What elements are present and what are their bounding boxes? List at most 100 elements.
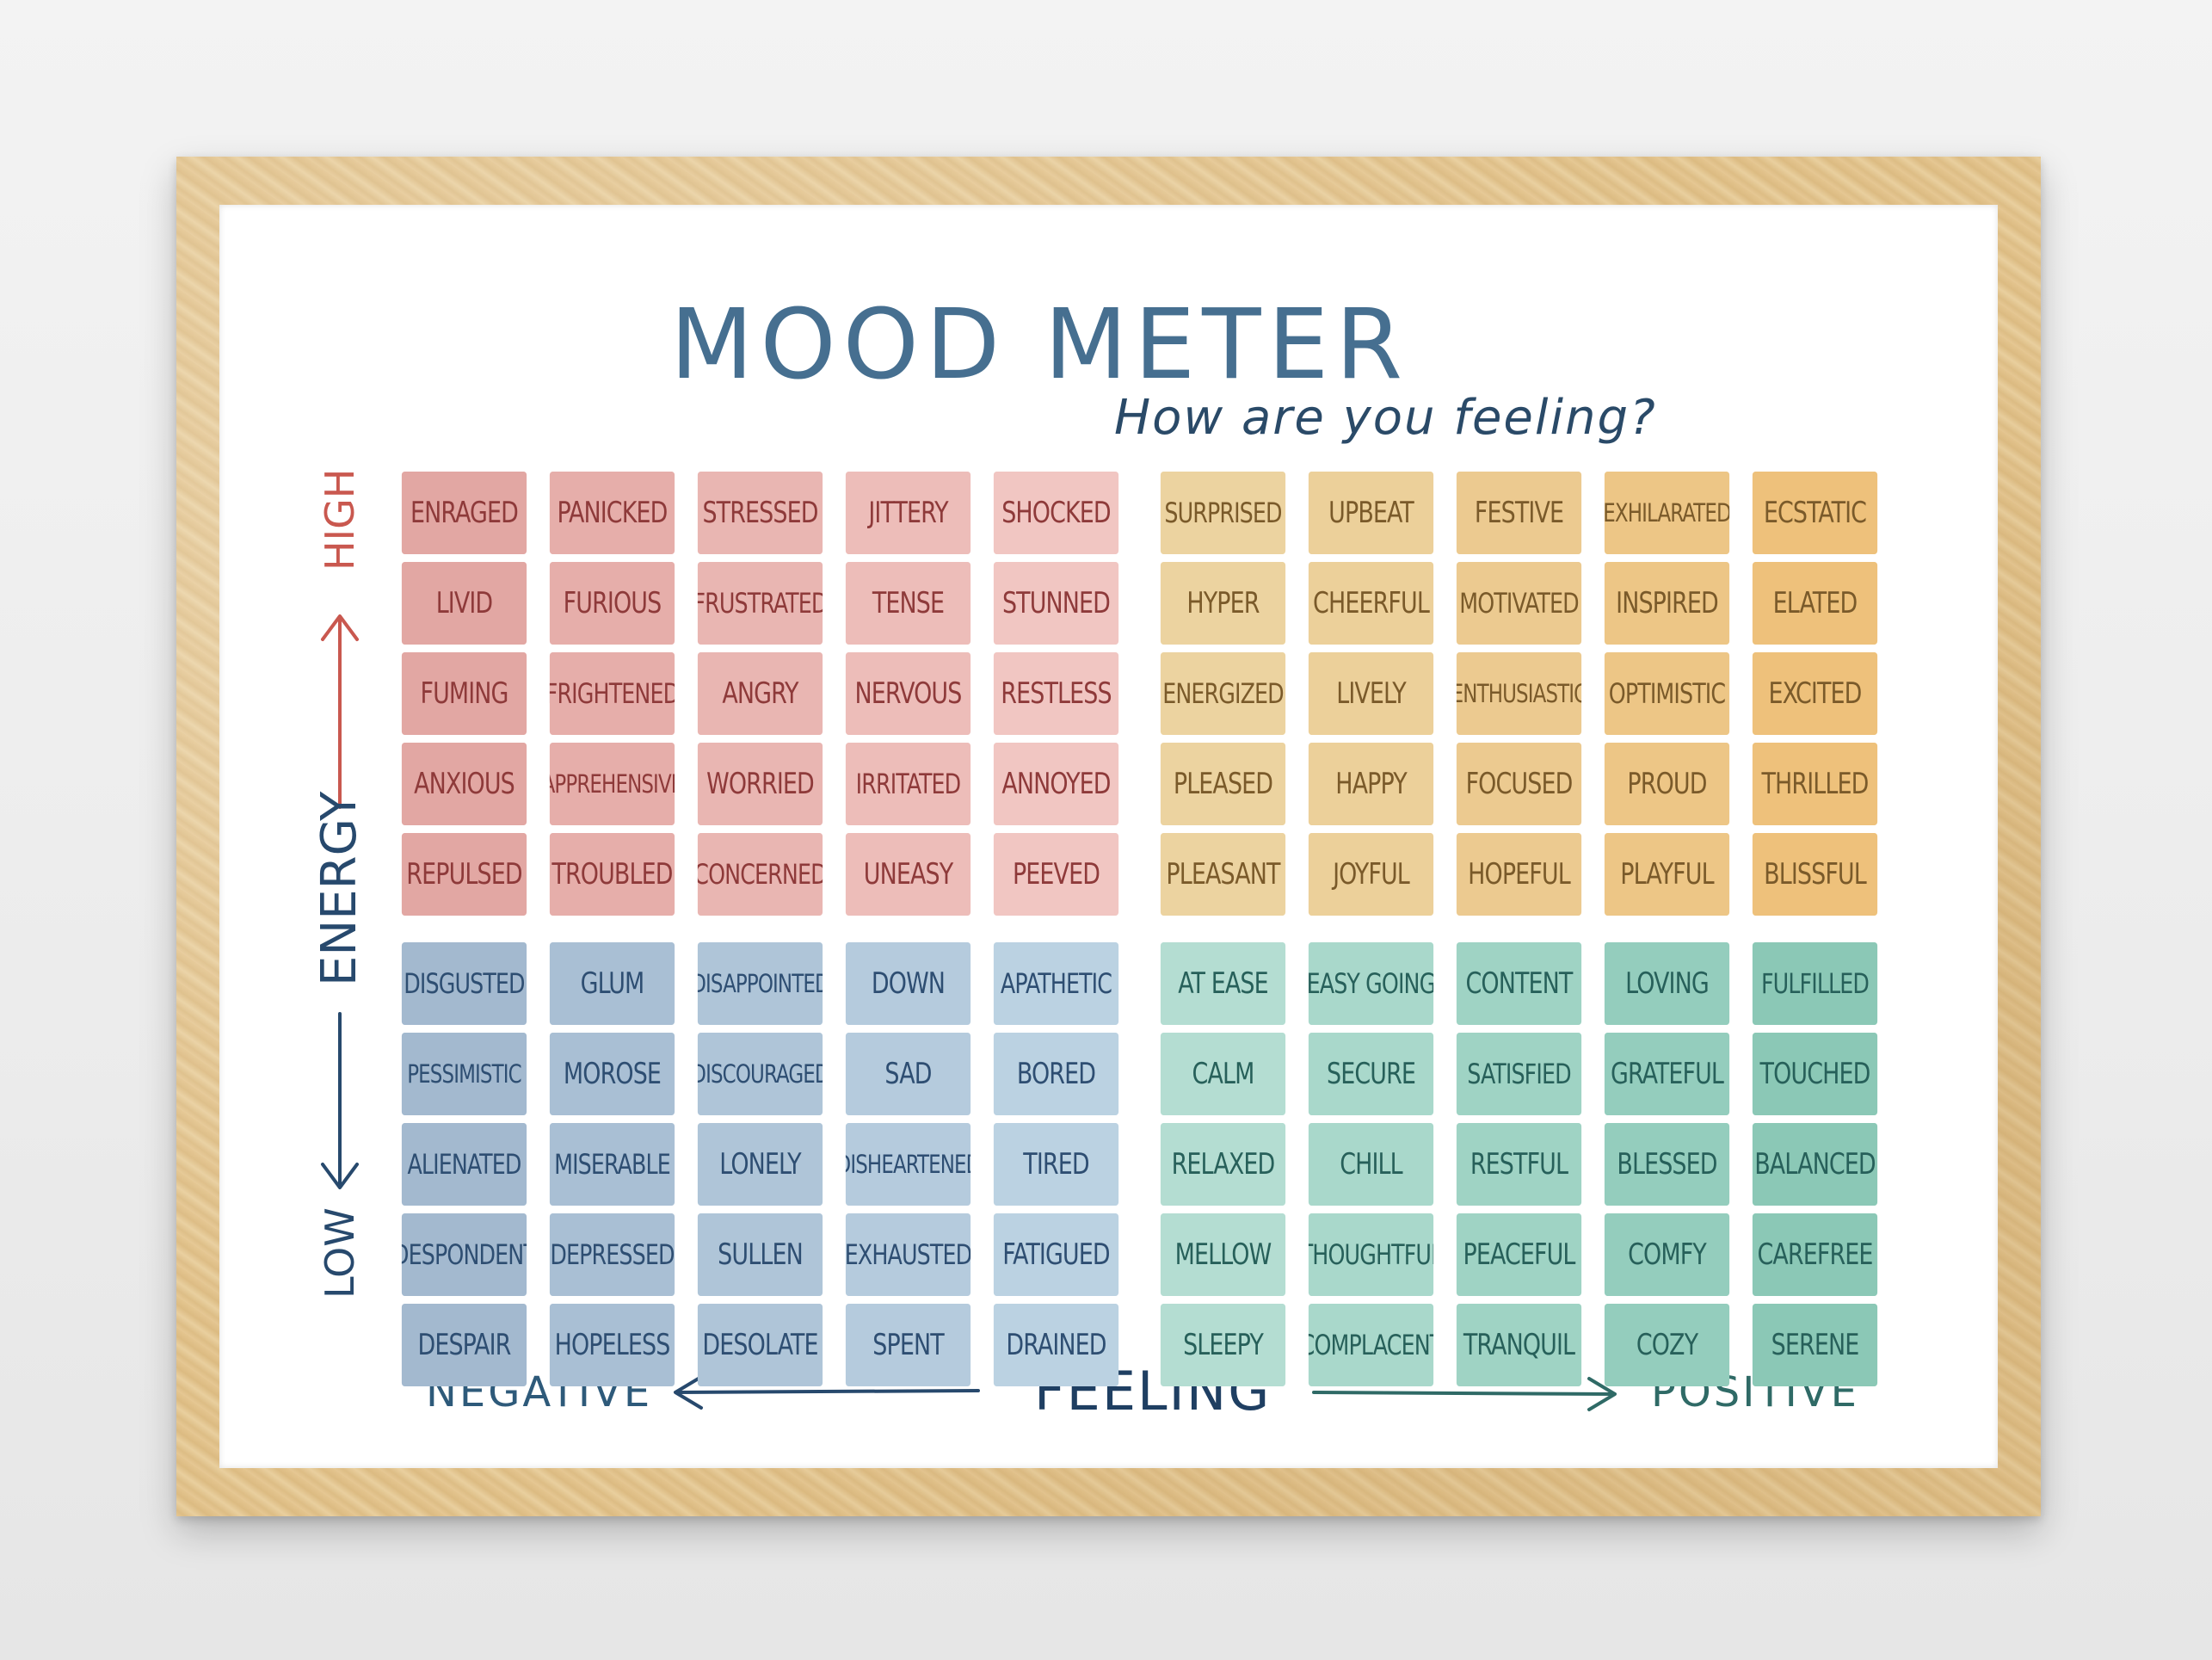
mood-cell: PLEASED <box>1160 743 1286 825</box>
axis-energy-label: ENERGY <box>311 791 367 986</box>
mood-cell: BLISSFUL <box>1752 833 1878 916</box>
mood-cell: WORRIED <box>697 743 823 825</box>
mood-cell: FOCUSED <box>1456 743 1582 825</box>
mood-cell: REPULSED <box>401 833 527 916</box>
feeling-left-arrow-head <box>674 1375 703 1410</box>
mood-cell: GLUM <box>549 942 675 1025</box>
mood-cell: ANNOYED <box>993 743 1119 825</box>
mood-cell: MOROSE <box>549 1033 675 1115</box>
energy-up-arrow-head <box>321 614 359 641</box>
mood-cell: TOUCHED <box>1752 1033 1878 1115</box>
picture-frame: MOOD METER How are you feeling? HIGH ENE… <box>176 157 2041 1516</box>
mood-cell: APPREHENSIVE <box>549 743 675 825</box>
mood-cell: SHOCKED <box>993 472 1119 554</box>
mood-cell: PLAYFUL <box>1604 833 1730 916</box>
mood-cell: LIVELY <box>1308 652 1434 735</box>
mood-cell: PEACEFUL <box>1456 1213 1582 1296</box>
mood-cell: SPENT <box>845 1304 971 1386</box>
mood-cell: RELAXED <box>1160 1123 1286 1206</box>
mood-cell: CONCERNED <box>697 833 823 916</box>
mood-cell: BLESSED <box>1604 1123 1730 1206</box>
mood-cell: PESSIMISTIC <box>401 1033 527 1115</box>
poster: MOOD METER How are you feeling? HIGH ENE… <box>219 205 1998 1468</box>
mood-cell: ANGRY <box>697 652 823 735</box>
mood-grid: ENRAGED PANICKED STRESSED JITTERY SHOCKED LIV… <box>393 472 1888 1386</box>
mood-cell: IRRITATED <box>845 743 971 825</box>
mood-cell: PLEASANT <box>1160 833 1286 916</box>
mood-cell: DISHEARTENED <box>845 1123 971 1206</box>
mood-cell: BORED <box>993 1033 1119 1115</box>
mood-cell: UNEASY <box>845 833 971 916</box>
mood-cell: LOVING <box>1604 942 1730 1025</box>
mood-cell: DESOLATE <box>697 1304 823 1386</box>
mood-cell: SULLEN <box>697 1213 823 1296</box>
poster-title: MOOD METER <box>669 289 1410 401</box>
mood-cell: STRESSED <box>697 472 823 554</box>
mood-cell: APATHETIC <box>993 942 1119 1025</box>
mood-cell: ECSTATIC <box>1752 472 1878 554</box>
mood-cell: BALANCED <box>1752 1123 1878 1206</box>
mood-cell: ENTHUSIASTIC <box>1456 652 1582 735</box>
mood-cell: PROUD <box>1604 743 1730 825</box>
mood-cell: JITTERY <box>845 472 971 554</box>
mood-cell: THRILLED <box>1752 743 1878 825</box>
mood-cell: HYPER <box>1160 562 1286 645</box>
mood-cell: MISERABLE <box>549 1123 675 1206</box>
mood-cell: FESTIVE <box>1456 472 1582 554</box>
mood-cell: MELLOW <box>1160 1213 1286 1296</box>
mood-cell: THOUGHTFUL <box>1308 1213 1434 1296</box>
mood-cell: PANICKED <box>549 472 675 554</box>
feeling-right-arrow-line <box>1312 1391 1615 1396</box>
mood-cell: MOTIVATED <box>1456 562 1582 645</box>
energy-down-arrow-head <box>321 1163 359 1189</box>
poster-subtitle: How are you feeling? <box>1114 390 1657 446</box>
mood-cell: FATIGUED <box>993 1213 1119 1296</box>
mood-cell: EASY GOING <box>1308 942 1434 1025</box>
axis-arrows <box>321 614 1617 1411</box>
mood-cell: JOYFUL <box>1308 833 1434 916</box>
mood-cell: DRAINED <box>993 1304 1119 1386</box>
mood-cell: DESPONDENT <box>401 1213 527 1296</box>
mood-cell: COMFY <box>1604 1213 1730 1296</box>
mood-cell: COZY <box>1604 1304 1730 1386</box>
mood-cell: STUNNED <box>993 562 1119 645</box>
mood-cell: EXCITED <box>1752 652 1878 735</box>
mood-cell: DESPAIR <box>401 1304 527 1386</box>
mood-cell: FRIGHTENED <box>549 652 675 735</box>
mood-cell: FURIOUS <box>549 562 675 645</box>
mood-cell: AT EASE <box>1160 942 1286 1025</box>
mood-cell: FULFILLED <box>1752 942 1878 1025</box>
mood-cell: ENERGIZED <box>1160 652 1286 735</box>
mood-cell: TENSE <box>845 562 971 645</box>
mood-cell: UPBEAT <box>1308 472 1434 554</box>
mood-cell: HOPELESS <box>549 1304 675 1386</box>
mood-cell: DISCOURAGED <box>697 1033 823 1115</box>
mood-cell: ELATED <box>1752 562 1878 645</box>
mood-cell: SERENE <box>1752 1304 1878 1386</box>
mood-cell: LIVID <box>401 562 527 645</box>
mood-cell: CHEERFUL <box>1308 562 1434 645</box>
mood-cell: PEEVED <box>993 833 1119 916</box>
mood-cell: RESTLESS <box>993 652 1119 735</box>
mood-cell: INSPIRED <box>1604 562 1730 645</box>
mood-cell: DOWN <box>845 942 971 1025</box>
mood-cell: NERVOUS <box>845 652 971 735</box>
mood-cell: LONELY <box>697 1123 823 1206</box>
mood-cell: TROUBLED <box>549 833 675 916</box>
mood-cell: RESTFUL <box>1456 1123 1582 1206</box>
mood-cell: GRATEFUL <box>1604 1033 1730 1115</box>
mood-cell: TRANQUIL <box>1456 1304 1582 1386</box>
mood-cell: ANXIOUS <box>401 743 527 825</box>
mood-cell: COMPLACENT <box>1308 1304 1434 1386</box>
mood-cell: SAD <box>845 1033 971 1115</box>
mood-cell: SLEEPY <box>1160 1304 1286 1386</box>
feeling-right-arrow-head <box>1587 1377 1617 1411</box>
mood-cell: SATISFIED <box>1456 1033 1582 1115</box>
mood-cell: FUMING <box>401 652 527 735</box>
mood-cell: FRUSTRATED <box>697 562 823 645</box>
mood-cell: CALM <box>1160 1033 1286 1115</box>
mood-cell: CONTENT <box>1456 942 1582 1025</box>
mood-cell: OPTIMISTIC <box>1604 652 1730 735</box>
mood-cell: CAREFREE <box>1752 1213 1878 1296</box>
mood-cell: ALIENATED <box>401 1123 527 1206</box>
